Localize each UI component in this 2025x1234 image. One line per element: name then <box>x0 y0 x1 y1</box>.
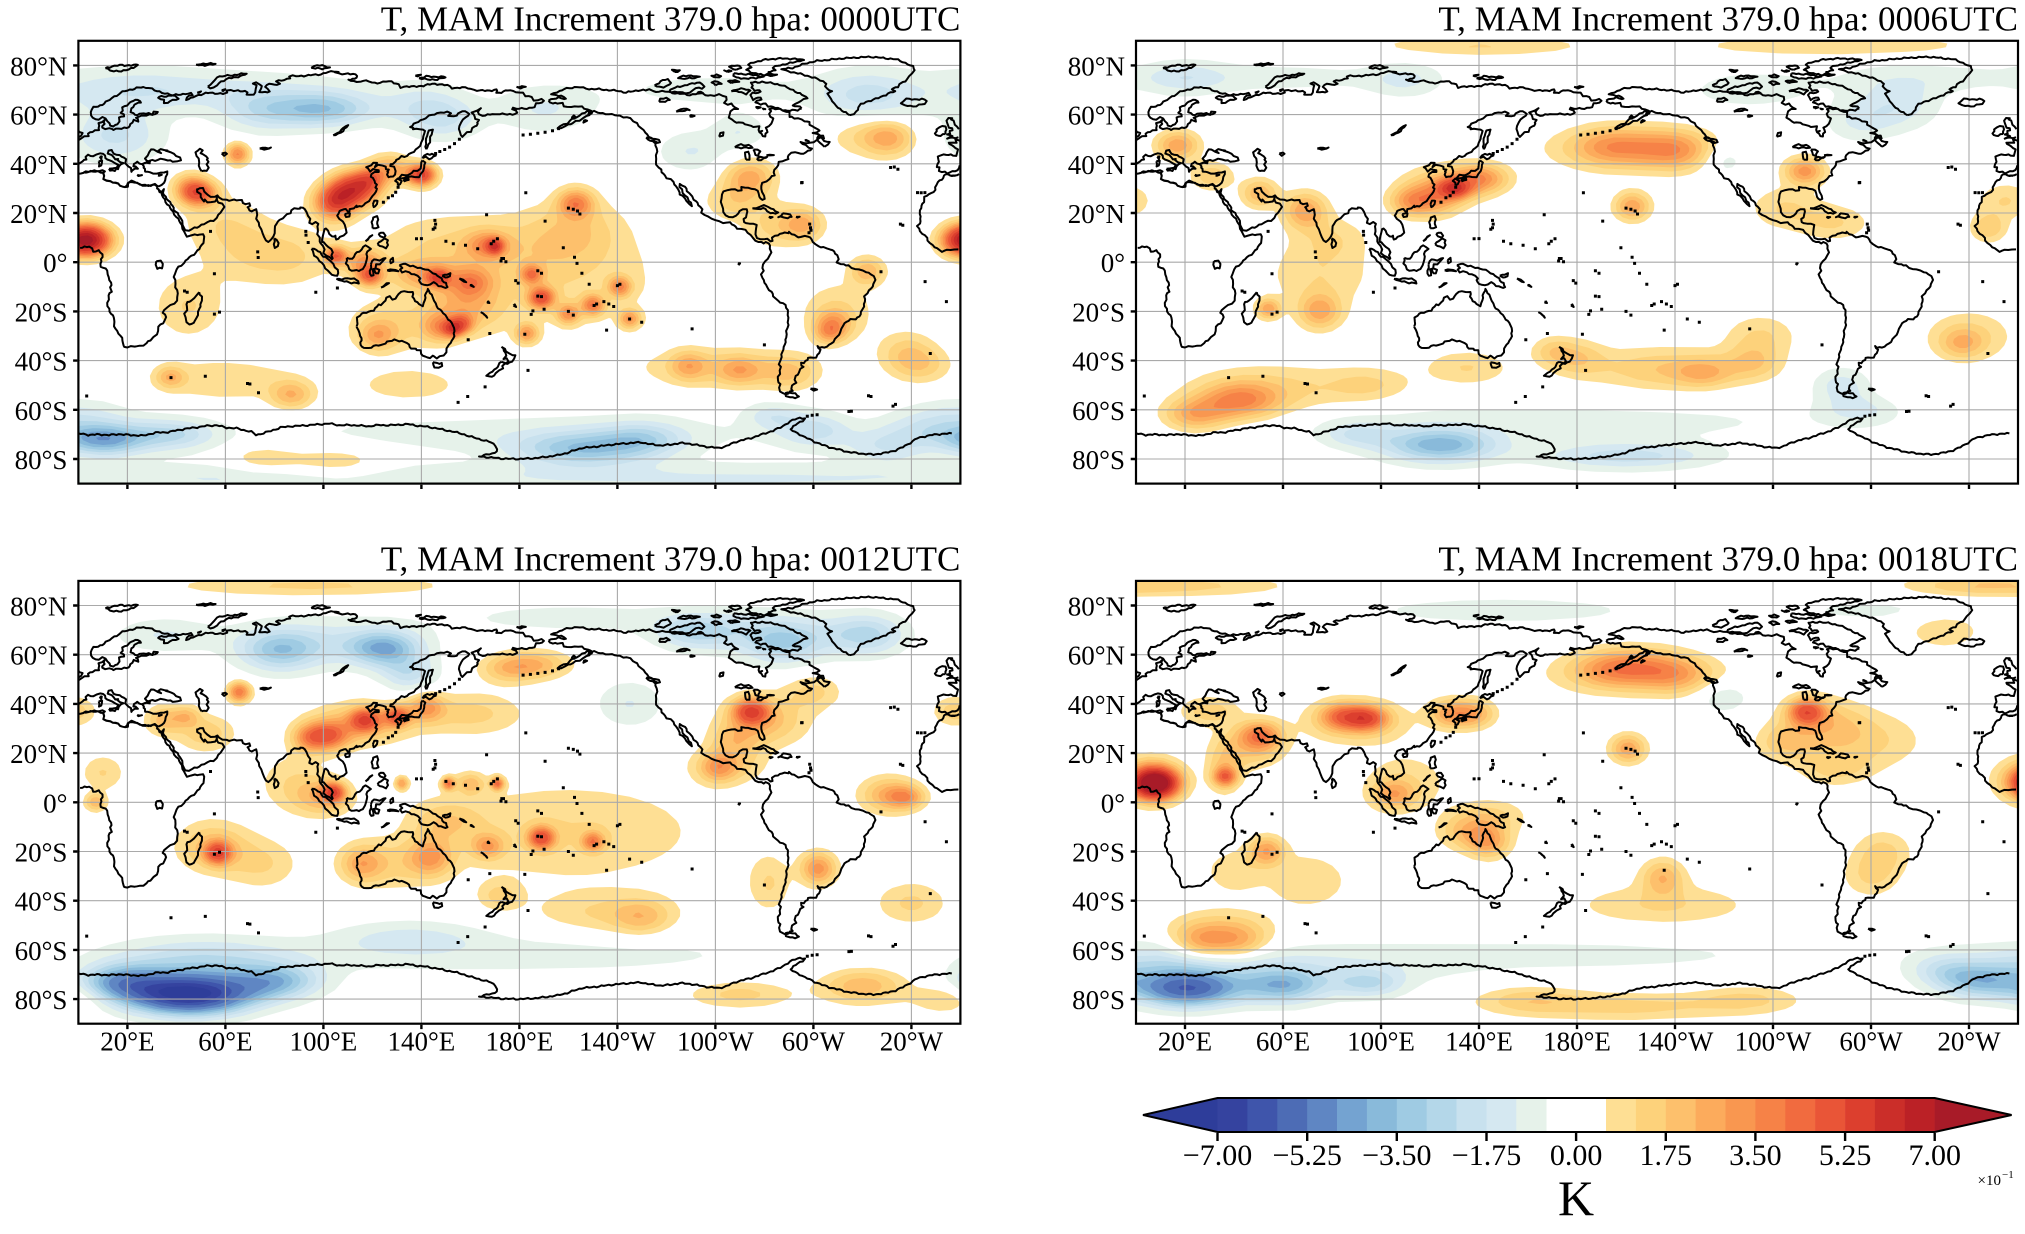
svg-text:40°S: 40°S <box>15 887 68 917</box>
svg-text:20°S: 20°S <box>1072 838 1125 868</box>
svg-text:0°: 0° <box>1101 248 1125 278</box>
svg-text:40°S: 40°S <box>15 347 68 377</box>
svg-text:−3.50: −3.50 <box>1362 1139 1431 1172</box>
svg-text:80°N: 80°N <box>10 592 67 622</box>
svg-text:0°: 0° <box>1101 788 1125 818</box>
svg-text:−7.00: −7.00 <box>1183 1139 1252 1172</box>
svg-text:80°N: 80°N <box>10 51 67 81</box>
svg-text:3.50: 3.50 <box>1729 1139 1782 1172</box>
svg-text:40°N: 40°N <box>1068 150 1125 180</box>
svg-text:60°W: 60°W <box>782 1027 846 1057</box>
svg-text:60°N: 60°N <box>10 641 67 671</box>
svg-text:20°N: 20°N <box>1068 199 1125 229</box>
svg-text:100°W: 100°W <box>677 1027 754 1057</box>
svg-text:180°E: 180°E <box>1543 1027 1611 1057</box>
svg-text:7.00: 7.00 <box>1908 1139 1961 1172</box>
svg-text:140°E: 140°E <box>1445 1027 1513 1057</box>
svg-text:60°S: 60°S <box>1072 936 1125 966</box>
svg-text:−1: −1 <box>2002 1169 2014 1181</box>
svg-text:40°N: 40°N <box>1068 690 1125 720</box>
svg-text:60°S: 60°S <box>15 936 68 966</box>
svg-text:T, MAM Increment 379.0 hpa: 00: T, MAM Increment 379.0 hpa: 0006UTC <box>1438 0 2018 38</box>
svg-text:20°N: 20°N <box>1068 739 1125 769</box>
svg-text:T, MAM Increment 379.0 hpa: 00: T, MAM Increment 379.0 hpa: 0000UTC <box>381 0 961 38</box>
svg-text:0°: 0° <box>43 248 67 278</box>
svg-text:100°E: 100°E <box>1347 1027 1415 1057</box>
svg-text:1.75: 1.75 <box>1640 1139 1693 1172</box>
svg-text:K: K <box>1558 1170 1594 1226</box>
svg-text:80°S: 80°S <box>15 445 68 475</box>
svg-text:180°E: 180°E <box>486 1027 554 1057</box>
svg-text:60°N: 60°N <box>10 101 67 131</box>
svg-text:60°S: 60°S <box>1072 396 1125 426</box>
svg-text:−1.75: −1.75 <box>1452 1139 1521 1172</box>
svg-text:20°S: 20°S <box>15 297 68 327</box>
svg-text:100°E: 100°E <box>290 1027 358 1057</box>
svg-text:100°W: 100°W <box>1735 1027 1812 1057</box>
svg-text:20°N: 20°N <box>10 739 67 769</box>
svg-text:20°W: 20°W <box>1937 1027 2001 1057</box>
svg-text:80°S: 80°S <box>1072 445 1125 475</box>
svg-text:80°S: 80°S <box>1072 985 1125 1015</box>
svg-text:×10: ×10 <box>1978 1173 2001 1189</box>
svg-text:60°W: 60°W <box>1839 1027 1903 1057</box>
svg-text:20°S: 20°S <box>1072 297 1125 327</box>
svg-text:0°: 0° <box>43 788 67 818</box>
svg-text:40°N: 40°N <box>10 150 67 180</box>
svg-text:40°S: 40°S <box>1072 347 1125 377</box>
svg-text:T, MAM Increment 379.0 hpa: 00: T, MAM Increment 379.0 hpa: 0012UTC <box>381 539 961 578</box>
svg-text:20°E: 20°E <box>1158 1027 1212 1057</box>
svg-text:140°W: 140°W <box>1637 1027 1714 1057</box>
svg-text:20°N: 20°N <box>10 199 67 229</box>
svg-text:60°N: 60°N <box>1068 101 1125 131</box>
svg-text:T, MAM Increment 379.0 hpa: 00: T, MAM Increment 379.0 hpa: 0018UTC <box>1438 539 2018 578</box>
svg-text:20°E: 20°E <box>100 1027 154 1057</box>
svg-text:80°N: 80°N <box>1068 51 1125 81</box>
svg-text:5.25: 5.25 <box>1819 1139 1872 1172</box>
svg-text:60°E: 60°E <box>198 1027 252 1057</box>
svg-text:80°N: 80°N <box>1068 592 1125 622</box>
svg-text:140°E: 140°E <box>388 1027 456 1057</box>
svg-text:40°N: 40°N <box>10 690 67 720</box>
svg-text:80°S: 80°S <box>15 985 68 1015</box>
svg-text:60°N: 60°N <box>1068 641 1125 671</box>
svg-text:0.00: 0.00 <box>1550 1139 1603 1172</box>
svg-text:60°E: 60°E <box>1256 1027 1310 1057</box>
svg-text:140°W: 140°W <box>579 1027 656 1057</box>
svg-text:60°S: 60°S <box>15 396 68 426</box>
svg-text:20°W: 20°W <box>880 1027 944 1057</box>
svg-text:20°S: 20°S <box>15 838 68 868</box>
svg-text:40°S: 40°S <box>1072 887 1125 917</box>
svg-text:−5.25: −5.25 <box>1272 1139 1341 1172</box>
